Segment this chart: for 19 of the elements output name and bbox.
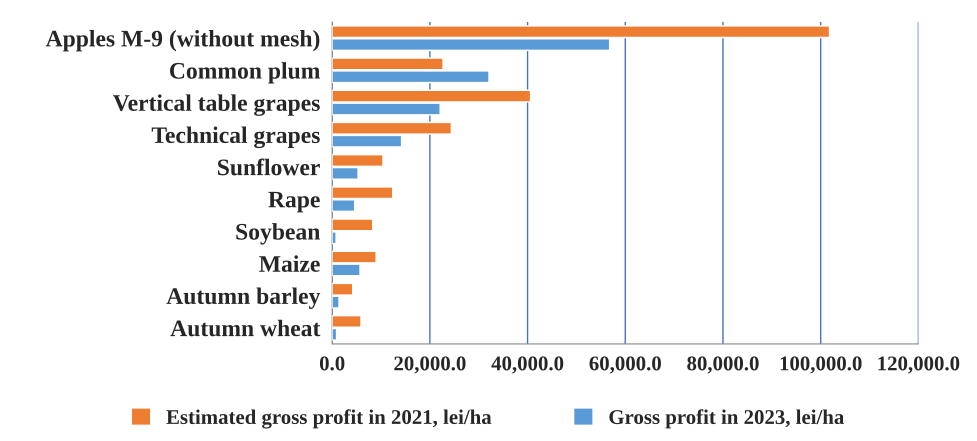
y-tick-label: Rape [268, 192, 320, 212]
y-tick-label: Autumn barley [166, 288, 320, 309]
y-tick-label: Vertical table grapes [112, 94, 320, 116]
x-tick-label: 100,000.0 [780, 356, 862, 374]
y-tick-label: Soybean [236, 223, 320, 245]
y-tick-label: Technical grapes [152, 126, 320, 148]
y-tick-label: Apples M-9 (without mesh) [46, 30, 320, 52]
y-tick-label: Maize [259, 255, 320, 272]
y-tick-label: Common plum [170, 62, 320, 84]
x-tick-label: 20,000.0 [394, 356, 466, 374]
x-tick-label: 0.0 [320, 356, 344, 371]
x-tick-label: 80,000.0 [687, 356, 759, 374]
legend-label: Estimated gross profit in 2021, lei/ha [166, 409, 492, 428]
legend-label: Gross profit in 2023, lei/ha [609, 409, 844, 428]
y-tick-label: Sunflower [218, 158, 320, 176]
y-tick-label: Autumn wheat [170, 320, 320, 336]
x-tick-label: 60,000.0 [590, 356, 661, 374]
x-tick-label: 40,000.0 [491, 356, 564, 374]
x-tick-label: 120,000.0 [878, 356, 960, 374]
